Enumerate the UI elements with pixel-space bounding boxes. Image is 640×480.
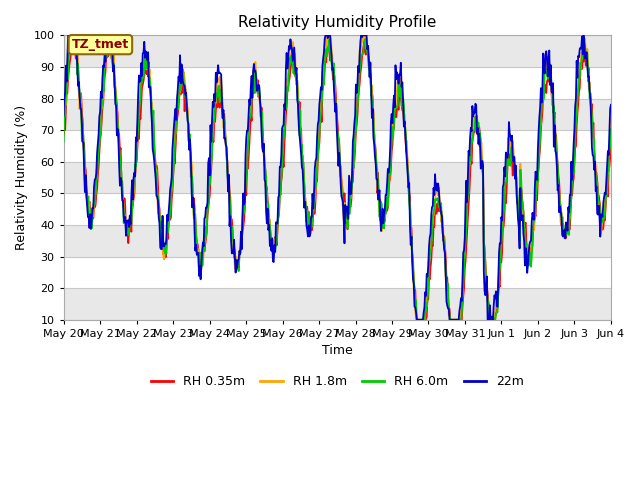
22m: [127, 222, 134, 228]
RH 0.35m: [70, 41, 78, 47]
RH 0.35m: [70, 36, 77, 41]
RH 6.0m: [421, 310, 429, 316]
RH 1.8m: [404, 185, 412, 191]
RH 6.0m: [607, 126, 615, 132]
RH 0.35m: [211, 119, 219, 125]
Line: RH 0.35m: RH 0.35m: [63, 38, 611, 320]
22m: [60, 113, 67, 119]
RH 0.35m: [421, 317, 429, 323]
22m: [64, 33, 72, 38]
RH 0.35m: [182, 100, 190, 106]
RH 0.35m: [404, 173, 412, 179]
Line: RH 6.0m: RH 6.0m: [63, 36, 611, 320]
Y-axis label: Relativity Humidity (%): Relativity Humidity (%): [15, 105, 28, 250]
RH 6.0m: [211, 103, 219, 109]
22m: [421, 289, 429, 295]
22m: [211, 98, 219, 104]
RH 0.35m: [413, 317, 420, 323]
22m: [182, 90, 190, 96]
RH 6.0m: [70, 33, 78, 38]
RH 1.8m: [211, 98, 219, 104]
Title: Relativity Humidity Profile: Relativity Humidity Profile: [238, 15, 436, 30]
RH 1.8m: [70, 41, 78, 47]
RH 6.0m: [413, 317, 420, 323]
RH 1.8m: [421, 315, 429, 321]
RH 1.8m: [182, 96, 190, 101]
RH 6.0m: [127, 212, 134, 218]
22m: [404, 185, 412, 191]
RH 6.0m: [404, 184, 412, 190]
Bar: [63, 36, 611, 67]
Bar: [63, 98, 611, 130]
22m: [413, 317, 420, 323]
RH 6.0m: [60, 138, 67, 144]
Legend: RH 0.35m, RH 1.8m, RH 6.0m, 22m: RH 0.35m, RH 1.8m, RH 6.0m, 22m: [146, 370, 529, 393]
Bar: [63, 225, 611, 256]
22m: [607, 102, 615, 108]
RH 0.35m: [60, 132, 67, 137]
RH 6.0m: [182, 95, 190, 101]
RH 1.8m: [607, 116, 615, 122]
Text: TZ_tmet: TZ_tmet: [72, 38, 129, 51]
RH 1.8m: [413, 317, 420, 323]
Line: 22m: 22m: [63, 36, 611, 320]
RH 1.8m: [67, 33, 75, 38]
X-axis label: Time: Time: [322, 344, 353, 357]
RH 1.8m: [60, 117, 67, 123]
RH 0.35m: [127, 219, 134, 225]
RH 1.8m: [127, 221, 134, 227]
Line: RH 1.8m: RH 1.8m: [63, 36, 611, 320]
RH 0.35m: [607, 142, 615, 147]
22m: [70, 40, 78, 46]
Bar: [63, 288, 611, 320]
RH 6.0m: [67, 33, 75, 38]
Bar: [63, 162, 611, 193]
